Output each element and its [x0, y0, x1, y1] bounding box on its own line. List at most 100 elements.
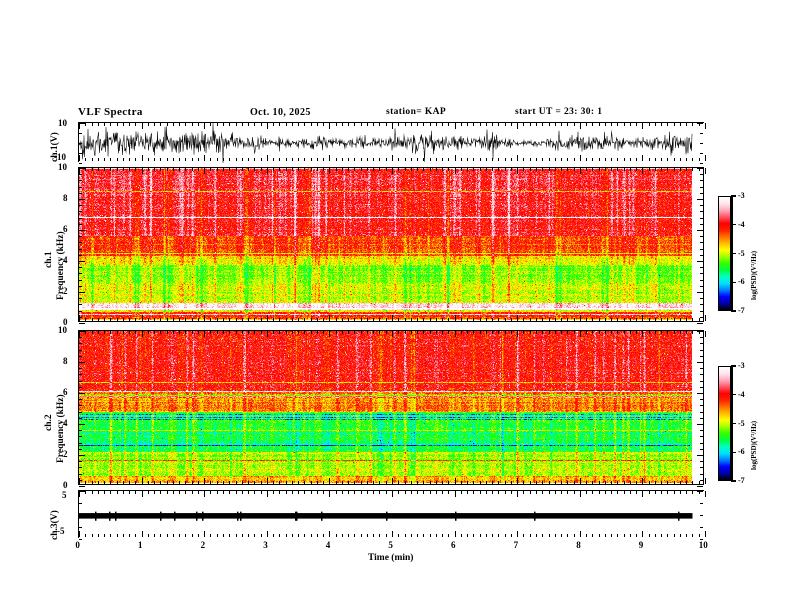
axis-tick: [485, 491, 487, 495]
axis-tick: [667, 168, 669, 172]
axis-tick: [79, 374, 83, 376]
axis-tick: [79, 192, 83, 194]
axis-tick: [699, 527, 703, 528]
axis-tick: [191, 491, 193, 495]
axis-tick: [699, 539, 703, 540]
axis-tick: [129, 157, 131, 161]
axis-tick: [510, 331, 512, 335]
axis-tick: [135, 123, 137, 127]
axis-tick: [260, 491, 262, 495]
axis-tick: [661, 491, 663, 495]
axis-tick: [104, 480, 106, 484]
axis-tick: [498, 317, 500, 321]
colorbar-ch2-tick-neg6: -6: [738, 447, 745, 457]
axis-tick: [79, 273, 83, 275]
axis-tick: [611, 331, 613, 335]
axis-tick: [435, 331, 437, 335]
axis-tick: [260, 157, 262, 161]
axis-tick: [567, 123, 569, 127]
axis-tick: [360, 123, 362, 127]
axis-tick: [442, 157, 444, 161]
ch2-freq-tick-10: 10: [58, 325, 67, 335]
axis-tick: [410, 157, 412, 161]
axis-tick: [705, 331, 706, 337]
axis-tick: [97, 157, 99, 161]
axis-tick: [542, 317, 544, 321]
axis-tick: [510, 317, 512, 321]
axis-tick: [442, 317, 444, 321]
axis-tick: [617, 168, 619, 172]
axis-tick: [697, 331, 703, 332]
axis-tick: [567, 533, 569, 537]
axis-tick: [91, 491, 93, 495]
axis-tick: [323, 331, 325, 335]
axis-tick: [492, 157, 494, 161]
axis-tick: [686, 157, 688, 161]
axis-tick: [467, 480, 469, 484]
axis-tick: [197, 533, 199, 537]
axis-tick: [129, 480, 131, 484]
axis-tick: [573, 168, 575, 172]
axis-tick: [398, 168, 400, 172]
axis-tick: [698, 533, 700, 537]
axis-tick: [160, 123, 162, 127]
axis-tick: [448, 123, 450, 127]
ch1-freq-tick-10: 10: [58, 162, 67, 172]
axis-tick: [442, 123, 444, 127]
axis-tick: [129, 168, 131, 172]
axis-tick: [273, 168, 275, 172]
axis-tick: [604, 157, 606, 161]
axis-tick: [254, 123, 256, 127]
axis-tick: [85, 331, 87, 335]
axis-tick: [648, 533, 650, 537]
axis-tick: [442, 533, 444, 537]
axis-tick: [191, 480, 193, 484]
axis-tick: [129, 491, 131, 495]
axis-tick: [210, 168, 212, 172]
axis-tick: [79, 436, 83, 438]
axis-tick: [554, 331, 556, 335]
axis-tick: [310, 491, 312, 495]
axis-tick: [79, 515, 83, 516]
axis-tick: [448, 331, 450, 335]
axis-tick: [454, 155, 456, 161]
axis-tick: [373, 123, 375, 127]
axis-tick: [604, 317, 606, 321]
axis-tick: [373, 331, 375, 335]
axis-tick: [460, 533, 462, 537]
axis-tick: [273, 533, 275, 537]
axis-tick: [698, 168, 700, 172]
axis-tick: [335, 331, 337, 335]
axis-tick: [79, 411, 83, 413]
axis-tick: [697, 261, 703, 262]
axis-tick: [273, 480, 275, 484]
axis-tick: [467, 123, 469, 127]
axis-tick: [392, 491, 393, 497]
axis-tick: [654, 168, 656, 172]
axis-tick: [697, 168, 703, 169]
axis-tick: [110, 491, 112, 495]
axis-tick: [642, 155, 644, 161]
axis-tick: [479, 168, 481, 172]
axis-tick: [316, 168, 318, 172]
axis-tick: [636, 480, 638, 484]
axis-tick: [667, 480, 669, 484]
x-tick-1: 1: [138, 540, 143, 550]
axis-tick: [273, 157, 275, 161]
axis-tick: [492, 317, 494, 321]
axis-tick: [617, 533, 619, 537]
axis-tick: [699, 174, 703, 176]
axis-tick: [423, 480, 425, 484]
axis-tick: [79, 467, 83, 469]
axis-tick: [79, 343, 83, 345]
axis-tick: [692, 480, 694, 484]
axis-tick: [686, 168, 688, 172]
axis-tick: [636, 331, 638, 335]
axis-tick: [699, 399, 703, 401]
axis-tick: [341, 317, 343, 321]
axis-tick: [304, 123, 306, 127]
axis-tick: [329, 123, 331, 129]
axis-tick: [692, 123, 694, 127]
axis-tick: [586, 491, 588, 495]
axis-tick: [692, 317, 694, 321]
